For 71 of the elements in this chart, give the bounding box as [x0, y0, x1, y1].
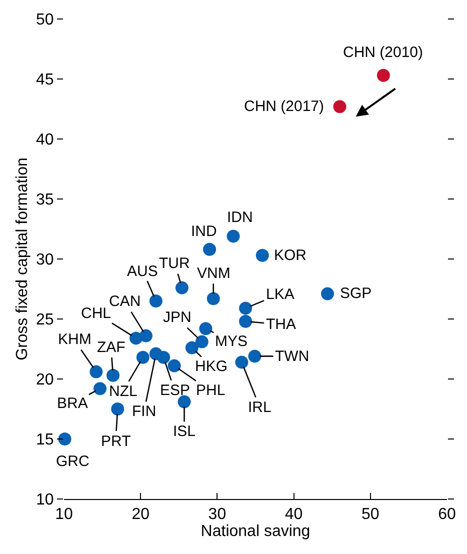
y-tick-label: 15	[36, 432, 54, 449]
y-axis-title: Gross fixed capital formation	[14, 158, 31, 360]
x-tick-label: 10	[55, 506, 73, 524]
point	[130, 332, 142, 345]
annotation: IRL	[248, 399, 272, 416]
point	[178, 395, 191, 408]
annotation: ESP	[160, 382, 190, 399]
annotation: THA	[266, 316, 296, 333]
point	[185, 341, 198, 354]
point	[321, 287, 334, 300]
point	[111, 402, 124, 416]
x-tick-label: 60	[438, 506, 456, 524]
point	[157, 350, 170, 364]
annotation: JPN	[163, 309, 192, 326]
point	[94, 382, 106, 396]
x-tick-label: 30	[208, 506, 226, 524]
point	[149, 294, 162, 308]
annotation: GRC	[56, 453, 90, 470]
point	[206, 292, 220, 306]
point	[256, 248, 269, 262]
annotation: CHN (2010)	[343, 44, 424, 61]
x-axis-title: National saving	[200, 523, 310, 540]
annotation: BRA	[57, 395, 88, 412]
y-tick-label: 35	[36, 192, 54, 209]
x-tick-label: 50	[362, 506, 380, 524]
annotation: CHN (2017)	[244, 98, 324, 115]
y-tick-label: 40	[36, 132, 54, 149]
annotation: ISL	[173, 423, 196, 440]
annotation: PRT	[101, 433, 131, 450]
annotation: KOR	[274, 247, 307, 264]
point	[248, 350, 262, 363]
point	[90, 365, 103, 378]
y-tick-label: 45	[36, 72, 54, 89]
point	[136, 350, 150, 364]
point	[203, 242, 216, 256]
annotation: AUS	[127, 263, 158, 280]
annotation: MYS	[215, 333, 248, 350]
y-tick-label: 20	[36, 372, 54, 389]
point	[106, 368, 120, 382]
y-tick-label: 50	[36, 12, 54, 29]
point	[199, 322, 212, 336]
annotation: NZL	[109, 383, 138, 400]
annotation: VNM	[197, 265, 230, 282]
x-tick-label: 40	[284, 506, 303, 524]
point	[376, 68, 390, 82]
y-tick-label: 30	[36, 252, 54, 269]
point	[239, 314, 252, 328]
y-tick-label: 10	[36, 492, 54, 509]
point	[235, 356, 248, 369]
annotation: FIN	[132, 403, 156, 420]
point	[239, 302, 252, 315]
annotation: SGP	[340, 285, 372, 302]
annotation: HKG	[195, 358, 228, 375]
x-tick-label: 20	[132, 506, 150, 524]
annotation: PHL	[196, 382, 226, 399]
annotation: ZAF	[97, 339, 126, 356]
annotation: KHM	[58, 331, 92, 348]
annotation: TWN	[275, 348, 310, 365]
annotation: CAN	[109, 293, 141, 310]
annotation: CHL	[81, 305, 112, 322]
point	[195, 335, 208, 348]
point	[168, 359, 181, 372]
y-tick-label: 25	[36, 312, 54, 329]
point	[226, 230, 240, 243]
annotation: LKA	[266, 286, 294, 303]
annotation: IND	[191, 223, 217, 240]
annotation: TUR	[159, 255, 190, 272]
annotation: IDN	[227, 209, 253, 226]
point	[175, 281, 188, 294]
point	[58, 432, 72, 446]
point	[333, 100, 346, 114]
